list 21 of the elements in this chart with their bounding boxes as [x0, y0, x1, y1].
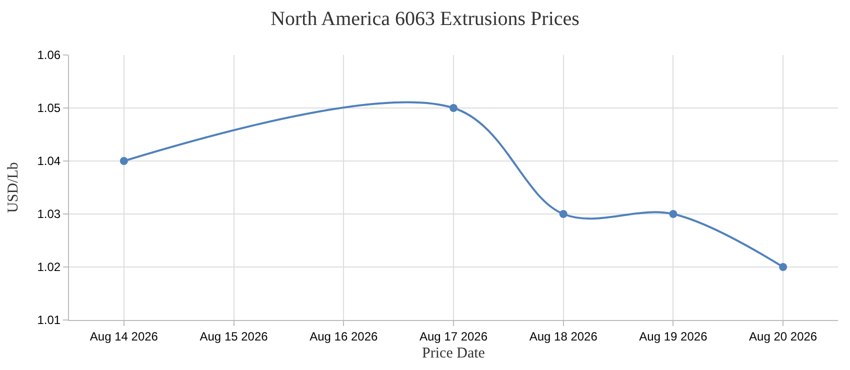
x-tick-label: Aug 16 2026	[310, 329, 378, 344]
x-axis-title: Price Date	[422, 345, 486, 362]
x-tick-label: Aug 18 2026	[529, 329, 598, 344]
point	[779, 263, 788, 271]
x-tick-label: Aug 15 2026	[200, 329, 268, 344]
point	[559, 210, 568, 218]
x-tick-label: Aug 17 2026	[419, 329, 488, 344]
x-tick-label: Aug 19 2026	[639, 329, 708, 344]
y-tick-label: 1.04	[37, 154, 61, 168]
point	[450, 104, 458, 112]
y-tick-label: 1.06	[37, 48, 61, 62]
y-tick-label: 1.01	[37, 313, 61, 328]
y-axis-title: USD/Lb	[5, 162, 22, 213]
chart-title: North America 6063 Extrusions Prices	[270, 8, 580, 30]
point	[669, 210, 678, 218]
y-tick-label: 1.02	[37, 260, 61, 274]
y-tick-label: 1.03	[37, 207, 61, 222]
y-tick-label: 1.05	[37, 101, 61, 116]
x-tick-label: Aug 20 2026	[749, 329, 818, 344]
point	[120, 157, 128, 165]
x-tick-label: Aug 14 2026	[90, 329, 158, 344]
